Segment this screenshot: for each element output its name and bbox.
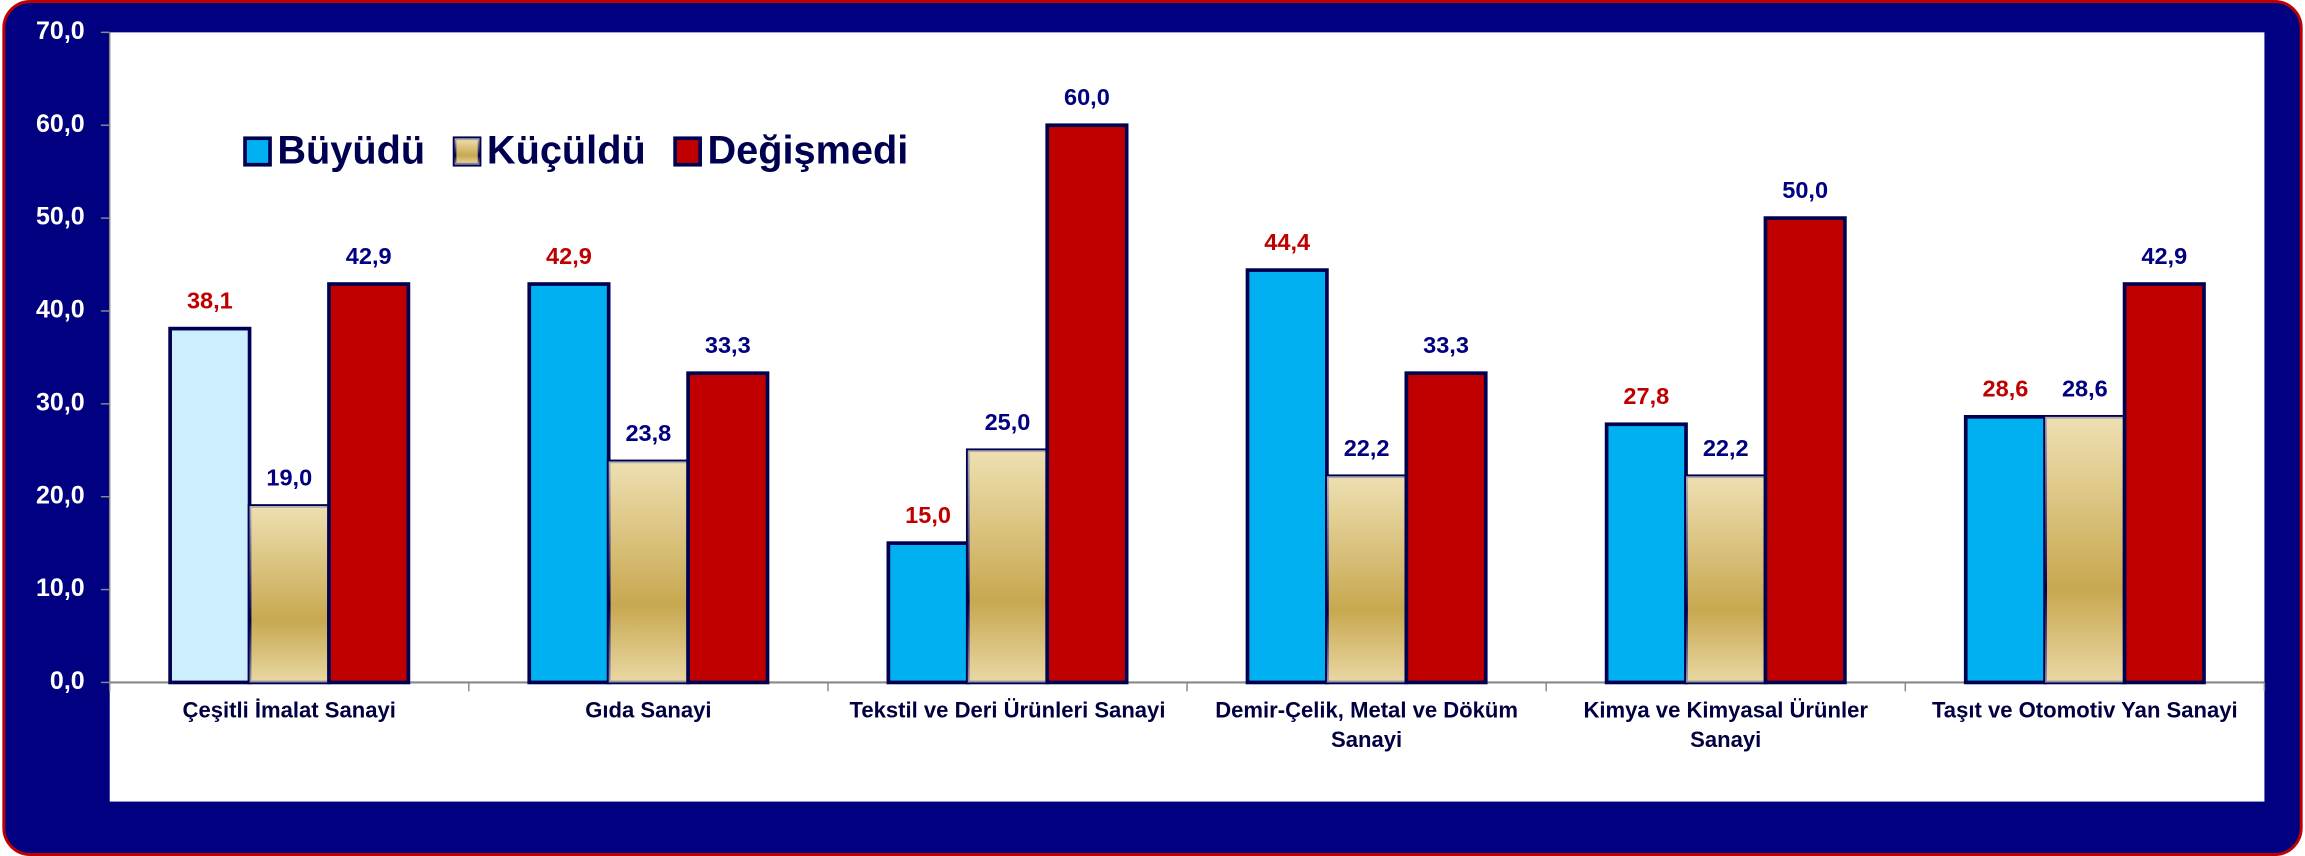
value-label: 60,0 bbox=[1064, 84, 1110, 110]
legend-swatch-shade bbox=[454, 138, 480, 165]
bar bbox=[168, 326, 252, 685]
x-tick-label-box: Demir-Çelik, Metal ve Döküm Sanayi bbox=[1215, 698, 1519, 754]
value-label: 25,0 bbox=[985, 409, 1031, 435]
value-label: 50,0 bbox=[1782, 177, 1828, 203]
value-label: 23,8 bbox=[625, 420, 671, 446]
x-tick-label-box: Taşıt ve Otomotiv Yan Sanayi bbox=[1931, 698, 2238, 724]
y-tick-label: 70,0 bbox=[36, 17, 85, 45]
bar-shade bbox=[2045, 416, 2125, 683]
bar-shade bbox=[967, 450, 1048, 683]
bar bbox=[1245, 268, 1329, 685]
legend-label: Küçüldü bbox=[487, 128, 646, 172]
x-tick-label-box: Tekstil ve Deri Ürünleri Sanayi bbox=[849, 698, 1166, 724]
value-label: 15,0 bbox=[905, 502, 951, 528]
value-label: 28,6 bbox=[1983, 376, 2029, 402]
bar bbox=[1045, 123, 1129, 685]
y-tick-label: 50,0 bbox=[36, 203, 85, 231]
bar bbox=[1763, 216, 1847, 685]
bar bbox=[1404, 371, 1488, 685]
legend-swatch bbox=[673, 136, 702, 167]
x-tick-label: Tekstil ve Deri Ürünleri Sanayi bbox=[849, 698, 1166, 724]
bar-shade bbox=[1686, 476, 1766, 683]
bar-shade bbox=[249, 505, 329, 683]
value-label: 33,3 bbox=[1423, 332, 1469, 358]
x-tick-label: Gıda Sanayi bbox=[585, 698, 712, 724]
y-tick-label: 60,0 bbox=[36, 110, 85, 138]
bar-shade bbox=[1326, 476, 1407, 683]
x-tick-label-box: Kimya ve Kimyasal Ürünler Sanayi bbox=[1583, 698, 1868, 754]
y-tick-label: 20,0 bbox=[36, 481, 85, 509]
legend-label: Değişmedi bbox=[707, 128, 908, 172]
value-label: 27,8 bbox=[1623, 383, 1669, 409]
value-label: 42,9 bbox=[546, 243, 592, 269]
legend-label: Büyüdü bbox=[277, 128, 425, 172]
value-label: 38,1 bbox=[187, 287, 233, 313]
bar bbox=[527, 282, 611, 685]
value-label: 28,6 bbox=[2062, 376, 2108, 402]
bar bbox=[2122, 282, 2206, 685]
bar bbox=[1963, 415, 2047, 685]
legend-swatch bbox=[243, 136, 272, 167]
value-label: 22,2 bbox=[1703, 435, 1749, 461]
value-label: 42,9 bbox=[346, 243, 392, 269]
y-tick-label: 0,0 bbox=[50, 667, 85, 695]
x-tick-label: Demir-Çelik, Metal ve Döküm Sanayi bbox=[1215, 698, 1519, 754]
bar bbox=[327, 282, 411, 685]
x-tick-label-box: Gıda Sanayi bbox=[585, 698, 712, 724]
y-tick-label: 40,0 bbox=[36, 296, 85, 324]
y-tick-label: 10,0 bbox=[36, 574, 85, 602]
bar bbox=[686, 371, 770, 685]
value-label: 22,2 bbox=[1344, 435, 1390, 461]
value-label: 33,3 bbox=[705, 332, 751, 358]
bar-shade bbox=[608, 461, 689, 683]
bar bbox=[886, 541, 970, 685]
x-tick-label: Kimya ve Kimyasal Ürünler Sanayi bbox=[1583, 698, 1868, 754]
x-tick-label: Çeşitli İmalat Sanayi bbox=[182, 698, 396, 724]
value-label: 42,9 bbox=[2141, 243, 2187, 269]
value-label: 19,0 bbox=[266, 465, 312, 491]
x-tick-label: Taşıt ve Otomotiv Yan Sanayi bbox=[1931, 698, 2238, 724]
value-label: 44,4 bbox=[1264, 229, 1310, 255]
y-tick-label: 30,0 bbox=[36, 388, 85, 416]
bar bbox=[1604, 422, 1688, 685]
x-tick-label-box: Çeşitli İmalat Sanayi bbox=[182, 698, 396, 724]
